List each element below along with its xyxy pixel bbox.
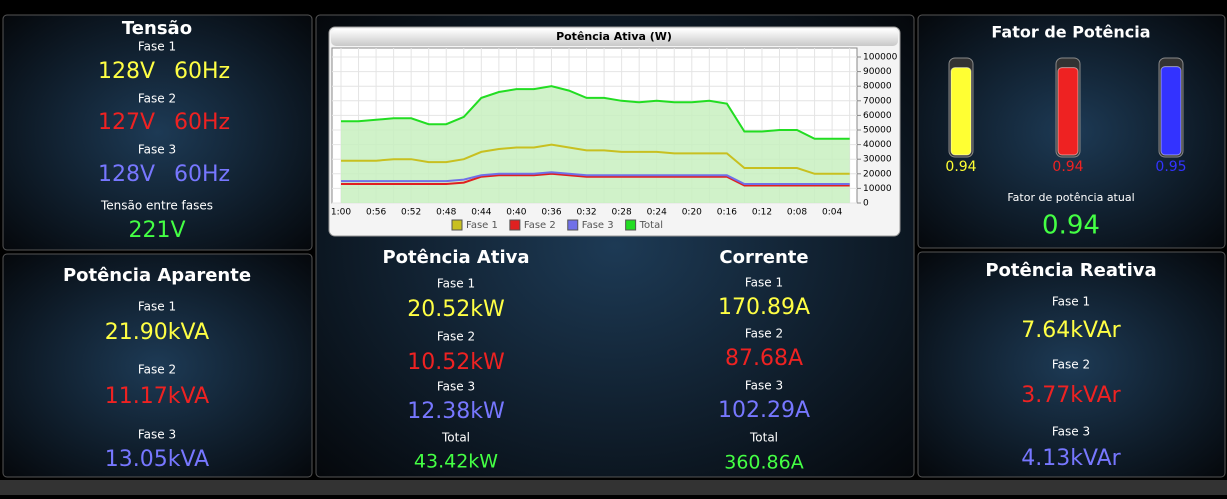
line	[341, 171, 850, 185]
label: Fase 3	[138, 428, 176, 442]
gauge-value: 0.94	[1052, 159, 1083, 175]
value: 221V	[128, 218, 185, 243]
label: Fase 2	[1052, 358, 1090, 372]
gauge-fill	[950, 67, 972, 156]
value: 60Hz	[174, 162, 230, 187]
panel	[917, 251, 1226, 478]
legend-label: Fase 2	[524, 220, 556, 231]
panel-title: Potência Aparente	[63, 265, 251, 286]
y-tick-label: 70000	[863, 96, 892, 106]
value: 127V	[98, 110, 155, 135]
x-tick-label: 0:12	[752, 208, 772, 218]
x-tick-label: 1:00	[331, 208, 351, 218]
panel-title: Potência Reativa	[985, 260, 1156, 281]
label: Fase 1	[437, 277, 475, 291]
legend-swatch	[625, 219, 637, 231]
value: 21.90kVA	[105, 320, 209, 345]
value: 0.94	[1042, 211, 1100, 241]
value: 7.64kVAr	[1021, 318, 1121, 343]
value: 43.42kW	[414, 451, 498, 473]
label: Fase 3	[1052, 425, 1090, 439]
gauge-fill	[1057, 67, 1079, 156]
legend-swatch	[567, 219, 579, 231]
y-tick-label: 50000	[863, 126, 892, 136]
x-tick-label: 0:44	[471, 208, 491, 218]
label: Fase 2	[138, 92, 176, 106]
label: Fase 1	[1052, 295, 1090, 309]
label: Fase 1	[745, 276, 783, 290]
value: 87.68A	[725, 346, 803, 371]
y-tick-label: 30000	[863, 155, 892, 165]
value: 60Hz	[174, 59, 230, 84]
line	[341, 172, 850, 187]
label: Fase 2	[437, 330, 475, 344]
y-tick-label: 10000	[863, 184, 892, 194]
y-tick-label: 90000	[863, 67, 892, 77]
value: 13.05kVA	[105, 447, 209, 472]
gauge-value: 0.94	[945, 159, 976, 175]
x-tick-label: 0:20	[682, 208, 702, 218]
y-tick-label: 40000	[863, 140, 892, 150]
label: Fator de potência atual	[1007, 191, 1134, 204]
panel-title: Potência Ativa	[382, 247, 529, 268]
line	[341, 143, 850, 175]
y-tick-label: 60000	[863, 111, 892, 121]
value: 170.89A	[718, 295, 810, 320]
line	[341, 85, 850, 140]
x-tick-label: 0:40	[506, 208, 526, 218]
value: 60Hz	[174, 110, 230, 135]
chart-title: Potência Ativa (W)	[556, 30, 672, 43]
x-tick-label: 0:56	[366, 208, 386, 218]
x-tick-label: 0:28	[612, 208, 632, 218]
y-tick-label: 20000	[863, 169, 892, 179]
x-tick-label: 0:36	[541, 208, 561, 218]
x-tick-label: 0:48	[436, 208, 456, 218]
label: Fase 3	[437, 380, 475, 394]
y-tick-label: 100000	[863, 53, 898, 63]
gauge-fill	[1160, 66, 1182, 156]
gauge-value: 0.95	[1155, 159, 1186, 175]
panel-title: Tensão	[122, 18, 192, 39]
panel	[2, 14, 313, 251]
value: 102.29A	[718, 398, 810, 423]
panel-title: Corrente	[719, 247, 808, 268]
panel	[2, 253, 313, 478]
label: Total	[441, 431, 470, 445]
footer-bar	[0, 480, 1227, 495]
legend-label: Total	[639, 220, 663, 231]
value: 128V	[98, 59, 155, 84]
legend-swatch	[509, 219, 521, 231]
legend-label: Fase 3	[582, 220, 614, 231]
chart-header	[331, 29, 898, 46]
value: 360.86A	[724, 452, 803, 474]
value: 10.52kW	[407, 350, 505, 375]
value: 11.17kVA	[105, 384, 209, 409]
x-tick-label: 0:52	[401, 208, 421, 218]
area	[341, 86, 850, 203]
panel-title: Fator de Potência	[991, 23, 1150, 42]
value: 3.77kVAr	[1021, 383, 1121, 408]
label: Fase 3	[138, 143, 176, 157]
label: Fase 1	[138, 300, 176, 314]
label: Fase 3	[745, 379, 783, 393]
x-tick-label: 0:04	[822, 208, 842, 218]
x-tick-label: 0:24	[647, 208, 667, 218]
y-tick-label: 0	[863, 199, 869, 209]
x-tick-label: 0:16	[717, 208, 737, 218]
y-tick-label: 80000	[863, 82, 892, 92]
label: Fase 2	[745, 327, 783, 341]
x-tick-label: 0:32	[576, 208, 596, 218]
value: 128V	[98, 162, 155, 187]
label: Total	[749, 431, 778, 445]
value: 12.38kW	[407, 399, 505, 424]
label: Tensão entre fases	[100, 199, 213, 213]
x-tick-label: 0:08	[787, 208, 807, 218]
value: 20.52kW	[407, 297, 505, 322]
label: Fase 1	[138, 40, 176, 54]
label: Fase 2	[138, 363, 176, 377]
value: 4.13kVAr	[1021, 446, 1121, 471]
legend-label: Fase 1	[466, 220, 498, 231]
legend-swatch	[451, 219, 463, 231]
